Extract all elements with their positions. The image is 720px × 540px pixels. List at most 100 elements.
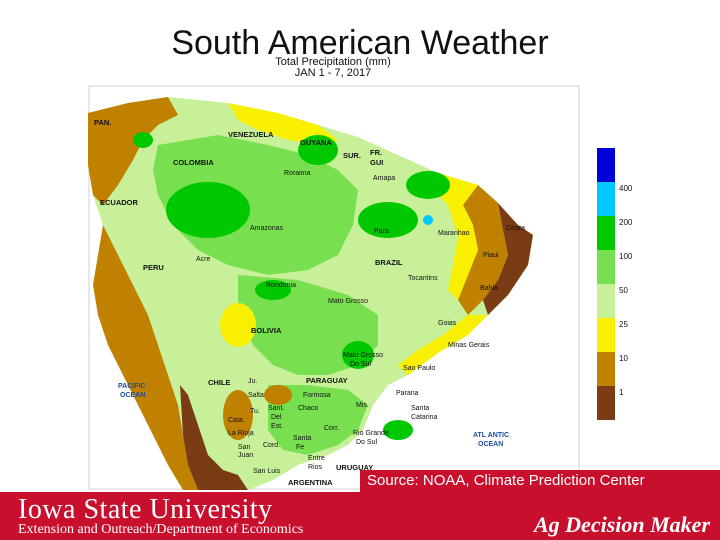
- label-santa-catarina: Santa: [411, 405, 429, 412]
- label-minas-gerais: Minas Gerais: [448, 342, 490, 349]
- legend-tick-200: 200: [619, 218, 633, 227]
- label-amapa: Amapa: [373, 175, 395, 182]
- label-cordoba: Cord.: [263, 442, 280, 449]
- label-fr-gui: FR.: [370, 148, 382, 157]
- label-misiones: Mis.: [356, 402, 369, 409]
- label-tucuman: Tu.: [250, 408, 260, 415]
- label-venezuela: VENEZUELA: [228, 130, 274, 139]
- label-mato-grosso: Mato Grosso: [328, 298, 368, 305]
- label-ecuador: ECUADOR: [100, 198, 139, 207]
- dry-patch-bolivia: [220, 303, 256, 347]
- slide-title: South American Weather: [171, 24, 549, 62]
- legend-swatch-25-50: [597, 284, 615, 318]
- label-parana: Parana: [396, 390, 419, 397]
- label-atlantic-ocean: ATL ANTIC: [473, 432, 509, 439]
- label-catamarca: Cata.: [228, 417, 245, 424]
- label-bolivia: BOLIVIA: [251, 326, 282, 335]
- legend-swatch-100-200: [597, 216, 615, 250]
- label-san-luis: San Luis: [253, 468, 281, 475]
- legend-swatch-50-100: [597, 250, 615, 284]
- very-dry-region-andes: [180, 385, 248, 490]
- heavy-rain-north: [298, 135, 338, 165]
- legend-swatch-200-400: [597, 182, 615, 216]
- precipitation-legend: 400 200 100 50 25 10 1: [597, 148, 657, 428]
- label-rondonia: Rondonia: [266, 282, 296, 289]
- label-roraima: Roraima: [284, 170, 311, 177]
- legend-tick-100: 100: [619, 252, 633, 261]
- label-sao-paulo: Sao Paulo: [403, 365, 435, 372]
- label-brazil: BRAZIL: [375, 258, 403, 267]
- heavy-rain-para: [358, 202, 418, 238]
- label-salta: Salta: [248, 392, 264, 399]
- label-bahia: Bahia: [480, 285, 498, 292]
- legend-tick-10: 10: [619, 354, 628, 363]
- label-peru: PERU: [143, 263, 164, 272]
- label-ceara: Ceara: [506, 225, 525, 232]
- university-logo: Iowa State University: [18, 494, 273, 525]
- label-san-juan: San: [238, 444, 251, 451]
- legend-swatch-under-1: [597, 386, 615, 420]
- label-pan: PAN.: [94, 118, 111, 127]
- label-formosa: Formosa: [303, 392, 331, 399]
- label-la-rioja: La Rioja: [228, 430, 254, 437]
- dry-region-northwest: [88, 97, 178, 205]
- label-pacific-ocean: PACIFIC: [118, 383, 145, 390]
- map-frame: [88, 85, 580, 490]
- moderate-rain-south: [268, 385, 368, 455]
- moderate-rain-amazon: [153, 135, 358, 275]
- label-santiago: Sant.: [268, 405, 284, 412]
- department-name: Extension and Outreach/Department of Eco…: [18, 522, 304, 537]
- legend-tick-25: 25: [619, 320, 628, 329]
- yellow-band-east: [398, 315, 488, 375]
- label-maranhao: Maranhao: [438, 230, 470, 237]
- label-entre-rios: Entre: [308, 455, 325, 462]
- very-heavy-rain-spot: [423, 215, 433, 225]
- brand-name: Ag Decision Maker: [534, 512, 710, 537]
- label-colombia: COLOMBIA: [173, 158, 214, 167]
- label-mato-grosso-do-sul-2: Do Sul: [350, 361, 371, 368]
- label-chaco: Chaco: [298, 405, 318, 412]
- map-caption: Total Precipitation (mm) JAN 1 - 7, 2017: [238, 57, 428, 79]
- heavy-rain-amazonas: [166, 182, 250, 238]
- label-suriname: SUR.: [343, 151, 361, 160]
- legend-swatch-400-plus: [597, 148, 615, 182]
- legend-tick-50: 50: [619, 286, 628, 295]
- precipitation-map: PAN. VENEZUELA GUYANA SUR. FR. GUI COLOM…: [88, 85, 580, 490]
- footer-banner: Iowa State University Extension and Outr…: [0, 492, 720, 540]
- heavy-rain-south: [383, 420, 413, 440]
- label-corrientes: Corr.: [324, 425, 339, 432]
- label-santiago-3: Est.: [271, 423, 283, 430]
- source-credit: Source: NOAA, Climate Prediction Center: [367, 472, 645, 489]
- label-paraguay: PARAGUAY: [306, 376, 348, 385]
- legend-swatch-10-25: [597, 318, 615, 352]
- heavy-rain-ms: [342, 341, 374, 369]
- label-amazonas: Amazonas: [250, 225, 284, 232]
- label-fr-gui-2: GUI: [370, 158, 383, 167]
- heavy-rain-maranhao: [406, 171, 450, 199]
- label-chile: CHILE: [208, 378, 231, 387]
- label-acre: Acre: [196, 256, 211, 263]
- yellow-band-north: [228, 103, 338, 145]
- map-caption-line1: Total Precipitation (mm): [275, 56, 391, 68]
- heavy-rain-colombia: [133, 132, 153, 148]
- label-para: Para: [374, 228, 389, 235]
- dry-region-northeast: [458, 185, 508, 315]
- legend-tick-1: 1: [619, 388, 624, 397]
- very-dry-region-northeast: [483, 203, 533, 315]
- label-rio-grande-2: Do Sul: [356, 439, 377, 446]
- map-caption-line2: JAN 1 - 7, 2017: [294, 67, 372, 79]
- precipitation-map-panel: Total Precipitation (mm) JAN 1 - 7, 2017: [88, 55, 628, 490]
- label-argentina: ARGENTINA: [288, 478, 333, 487]
- dry-patch-paraguay: [264, 385, 292, 405]
- legend-swatch-1-10: [597, 352, 615, 386]
- label-tocantins: Tocantins: [408, 275, 438, 282]
- label-uruguay: URUGUAY: [336, 463, 373, 472]
- dry-patch-argentina: [223, 390, 253, 440]
- dry-region-west-coast: [93, 225, 198, 490]
- label-san-juan-2: Juan: [238, 452, 253, 459]
- label-entre-rios-2: Rios: [308, 464, 323, 471]
- label-pacific-ocean-2: OCEAN: [120, 392, 145, 399]
- heavy-rain-rondonia: [255, 280, 291, 300]
- label-santa-catarina-2: Catarina: [411, 414, 438, 421]
- label-santa-fe: Santa: [293, 435, 311, 442]
